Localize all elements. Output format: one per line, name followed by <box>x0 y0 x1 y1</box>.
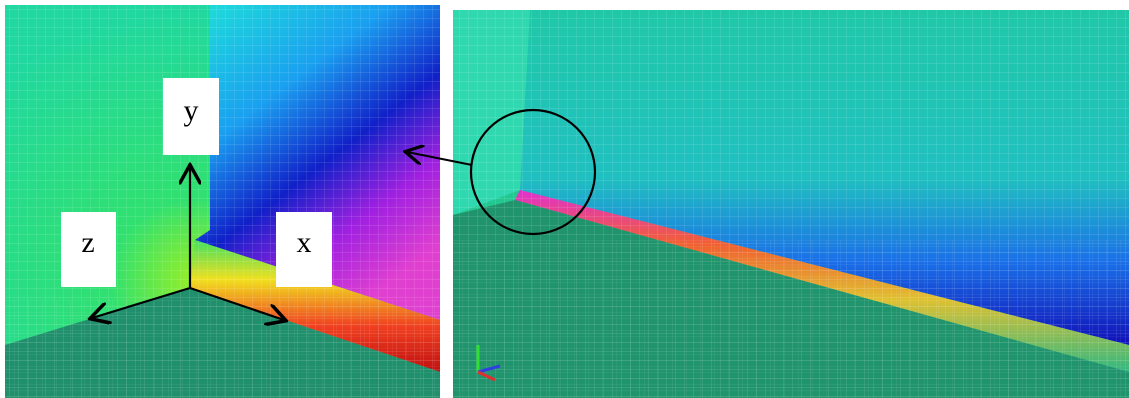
zoom-circle <box>469 108 597 236</box>
right-panel <box>453 10 1129 398</box>
triad <box>476 345 501 382</box>
label-box <box>61 212 116 287</box>
zoom-arrow <box>407 152 473 166</box>
axes <box>92 167 284 320</box>
label-box <box>163 78 219 155</box>
label-box <box>276 212 332 287</box>
left-panel <box>5 5 440 398</box>
axis-label: y <box>184 94 199 127</box>
axis-label: x <box>297 226 312 259</box>
axis-label: z <box>81 226 94 259</box>
